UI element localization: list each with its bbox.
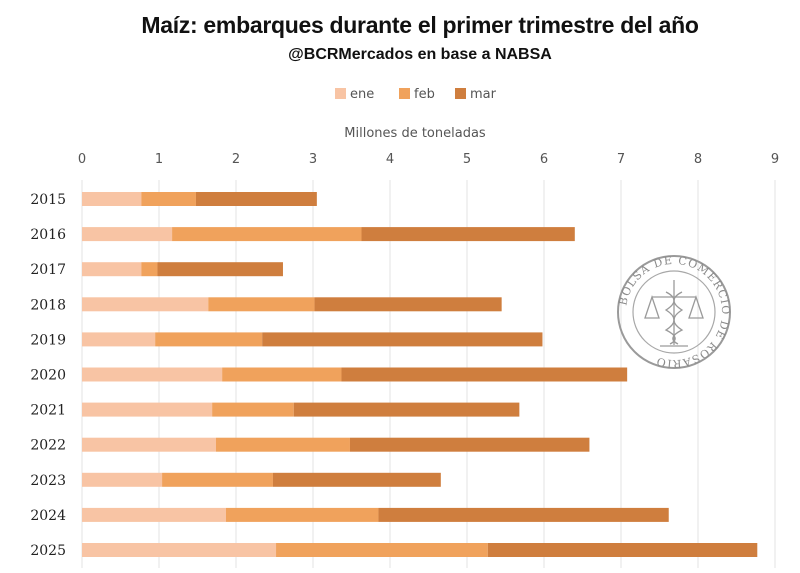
category-label: 2022 — [30, 438, 66, 454]
bar-ene-2023 — [82, 472, 163, 487]
x-tick-label: 1 — [155, 152, 163, 167]
bar-mar-2015 — [195, 192, 317, 206]
x-tick-label: 0 — [78, 152, 86, 167]
bar-feb-2021 — [212, 402, 294, 417]
bar-ene-2022 — [82, 437, 216, 452]
bar-mar-2021 — [293, 402, 520, 417]
bar-feb-2018 — [208, 297, 315, 312]
legend-label-mar: mar — [470, 87, 497, 102]
bar-feb-2025 — [276, 543, 488, 557]
category-label: 2018 — [30, 297, 66, 313]
legend-swatch-feb — [399, 88, 410, 99]
bar-mar-2022 — [349, 437, 590, 452]
bar-feb-2017 — [141, 262, 158, 277]
bars — [82, 192, 758, 557]
bar-feb-2020 — [222, 367, 342, 382]
legend: ene feb mar — [335, 87, 497, 102]
bar-ene-2025 — [82, 543, 277, 557]
bar-mar-2019 — [262, 332, 543, 347]
bar-feb-2016 — [172, 227, 362, 242]
chart-subtitle: @BCRMercados en base a NABSA — [288, 46, 552, 63]
x-axis-ticks: 0 1 2 3 4 5 6 7 8 9 — [78, 152, 779, 167]
category-label: 2015 — [30, 192, 66, 208]
bar-mar-2020 — [341, 367, 628, 382]
x-tick-label: 7 — [617, 152, 625, 167]
bar-ene-2020 — [82, 367, 223, 382]
x-tick-label: 4 — [386, 152, 394, 167]
x-tick-label: 8 — [694, 152, 702, 167]
bar-ene-2021 — [82, 402, 213, 417]
category-label: 2017 — [30, 262, 66, 278]
bar-feb-2015 — [141, 192, 196, 206]
category-label: 2023 — [30, 473, 66, 489]
bar-feb-2019 — [155, 332, 263, 347]
bar-ene-2015 — [82, 192, 142, 206]
category-label: 2025 — [30, 543, 66, 559]
bar-ene-2016 — [82, 227, 173, 242]
bar-feb-2022 — [215, 437, 350, 452]
bar-ene-2017 — [82, 262, 142, 277]
x-tick-label: 6 — [540, 152, 548, 167]
bar-mar-2025 — [487, 543, 758, 557]
category-label: 2016 — [30, 227, 66, 243]
legend-label-ene: ene — [350, 87, 374, 102]
category-label: 2020 — [30, 368, 66, 384]
x-tick-label: 5 — [463, 152, 471, 167]
x-axis-label: Millones de toneladas — [344, 126, 486, 141]
legend-label-feb: feb — [414, 87, 435, 102]
x-tick-label: 3 — [309, 152, 317, 167]
x-tick-label: 9 — [771, 152, 779, 167]
category-label: 2021 — [30, 403, 66, 419]
bar-ene-2018 — [82, 297, 209, 312]
bar-mar-2024 — [378, 507, 669, 522]
chart-title: Maíz: embarques durante el primer trimes… — [141, 12, 699, 38]
x-tick-label: 2 — [232, 152, 240, 167]
bar-feb-2023 — [162, 472, 273, 487]
bar-feb-2024 — [225, 507, 379, 522]
bcr-seal-watermark: BOLSA DE COMERCIO DE ROSARIO — [616, 254, 731, 370]
category-label: 2019 — [30, 332, 66, 348]
category-label: 2024 — [30, 508, 66, 524]
scales-caduceus-icon — [644, 280, 704, 347]
legend-swatch-ene — [335, 88, 346, 99]
bar-mar-2016 — [361, 227, 575, 242]
bar-mar-2018 — [314, 297, 502, 312]
legend-swatch-mar — [455, 88, 466, 99]
bar-mar-2017 — [157, 262, 283, 277]
bar-mar-2023 — [272, 472, 441, 487]
bar-ene-2019 — [82, 332, 156, 347]
y-axis-categories: 2015 2016 2017 2018 2019 2020 2021 2022 2023 2024… — [30, 192, 66, 559]
bar-ene-2024 — [82, 507, 226, 522]
